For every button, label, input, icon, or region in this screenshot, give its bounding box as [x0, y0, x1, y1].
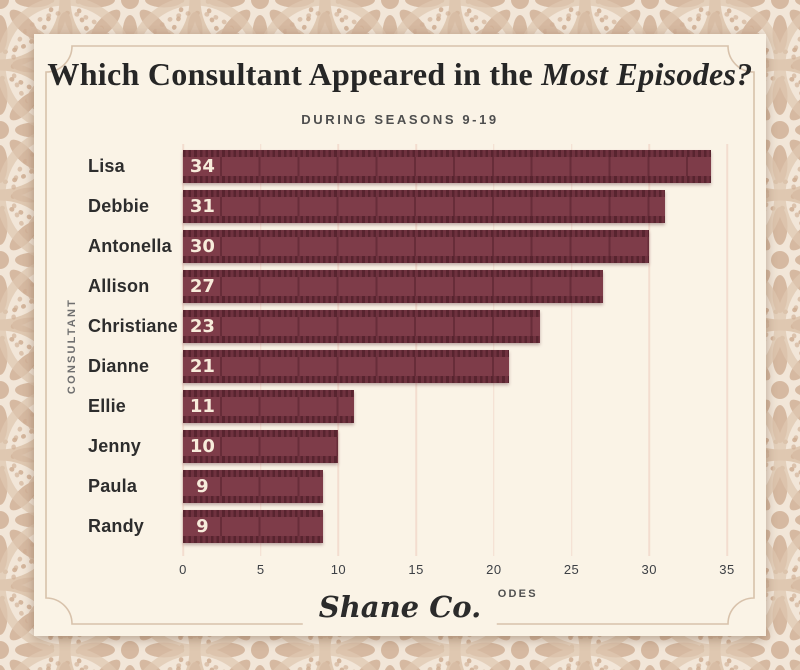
bar-value-label: 11 [189, 395, 215, 417]
chart-row: Dianne 21 [88, 346, 727, 386]
bar-value-label: 9 [196, 515, 209, 537]
bar-value-label: 31 [189, 195, 215, 217]
bars-container: Lisa 34 Debbie 31 Antonella 30 Allison 27 Christ… [88, 146, 727, 546]
row-plot: 9 [183, 509, 727, 543]
filmstrip-frames [183, 276, 603, 296]
category-label: Allison [88, 275, 150, 296]
category-label: Dianne [88, 355, 150, 376]
infographic-card: Which Consultant Appeared in the Most Ep… [34, 34, 766, 636]
filmstrip-frames [183, 316, 541, 336]
filmstrip-frames [183, 236, 650, 256]
row-plot: 27 [183, 269, 727, 303]
row-plot: 11 [183, 389, 727, 423]
chart-title-regular: Which Consultant Appeared in the [47, 56, 542, 92]
filmstrip-bar[interactable]: 34 [183, 149, 712, 183]
x-tick-label: 10 [330, 562, 347, 577]
row-plot: 30 [183, 229, 727, 263]
x-tick-label: 0 [179, 562, 187, 577]
bar-value-label: 23 [189, 315, 215, 337]
x-tick-label: 15 [408, 562, 424, 577]
chart-row: Debbie 31 [88, 186, 727, 226]
filmstrip-bar[interactable]: 23 [183, 309, 541, 343]
filmstrip-bar[interactable]: 11 [183, 389, 354, 423]
bar-chart: CONSULTANT Lisa 34 Debbie 31 Antonella 30 Alli… [66, 144, 734, 608]
category-label: Randy [88, 515, 145, 536]
row-plot: 34 [183, 149, 727, 183]
bar-value-label: 21 [189, 355, 215, 377]
category-label: Antonella [88, 235, 172, 256]
bar-value-label: 27 [189, 275, 215, 297]
row-plot: 10 [183, 429, 727, 463]
bar-value-label: 30 [189, 235, 215, 257]
filmstrip-bar[interactable]: 31 [183, 189, 665, 223]
x-axis-ticks: 0 5 10 15 20 25 30 35 [179, 562, 734, 578]
chart-row: Ellie 11 [88, 386, 727, 426]
category-label: Debbie [88, 195, 150, 216]
bar-value-label: 9 [196, 475, 209, 497]
filmstrip-bar[interactable]: 27 [183, 269, 603, 303]
chart-title: Which Consultant Appeared in the Most Ep… [34, 56, 766, 93]
row-plot: 9 [183, 469, 727, 503]
x-tick-label: 5 [256, 562, 265, 577]
x-tick-label: 30 [641, 562, 658, 577]
category-label: Christiane [88, 315, 179, 336]
x-tick-label: 25 [563, 562, 580, 577]
chart-row: Lisa 34 [88, 146, 727, 186]
filmstrip-frames [183, 156, 712, 176]
chart-row: Allison 27 [88, 266, 727, 306]
filmstrip-bar[interactable]: 9 [183, 469, 323, 503]
filmstrip-bar[interactable]: 10 [183, 429, 339, 463]
chart-row: Christiane 23 [88, 306, 727, 346]
category-label: Ellie [88, 395, 127, 416]
filmstrip-bar[interactable]: 30 [183, 229, 650, 263]
filmstrip-frames [183, 196, 665, 216]
chart-row: Jenny 10 [88, 426, 727, 466]
chart-row: Paula 9 [88, 466, 727, 506]
category-label: Jenny [88, 435, 142, 456]
chart-subtitle: DURING SEASONS 9-19 [301, 112, 499, 127]
bar-value-label: 34 [189, 155, 215, 177]
chart-title-italic: Most Episodes? [541, 56, 753, 92]
filmstrip-bar[interactable]: 9 [183, 509, 323, 543]
category-label: Lisa [88, 155, 125, 176]
row-plot: 21 [183, 349, 727, 383]
chart-row: Randy 9 [88, 506, 727, 546]
x-tick-label: 20 [486, 562, 502, 577]
filmstrip-frames [183, 356, 510, 376]
filmstrip-bar[interactable]: 21 [183, 349, 510, 383]
shaneco-logo: Shane Co. [302, 588, 498, 626]
x-tick-label: 35 [719, 562, 735, 577]
chart-row: Antonella 30 [88, 226, 727, 266]
y-axis-label: CONSULTANT [66, 297, 78, 395]
row-plot: 31 [183, 189, 727, 223]
category-label: Paula [88, 475, 138, 496]
row-plot: 23 [183, 309, 727, 343]
bar-value-label: 10 [189, 435, 215, 457]
